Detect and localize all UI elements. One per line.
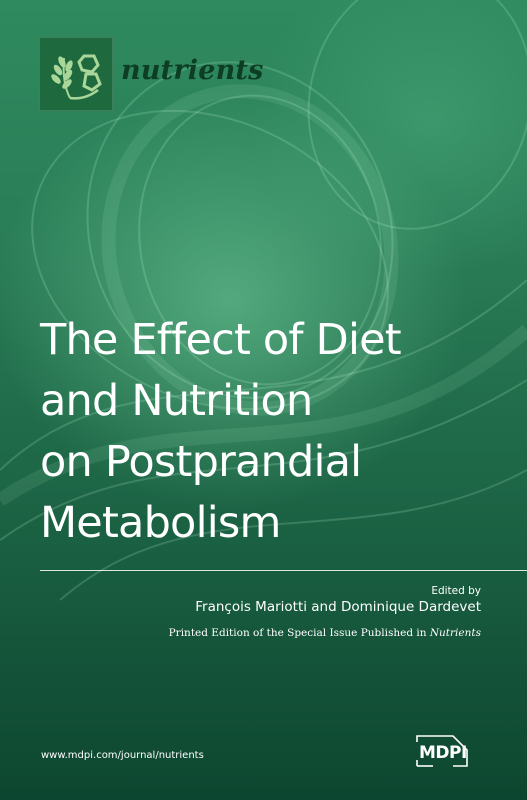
- title-line: The Effect of Diet: [40, 315, 402, 365]
- journal-website: www.mdpi.com/journal/nutrients: [41, 750, 204, 761]
- wheat-molecule-logo-icon: [51, 54, 102, 100]
- book-title: The Effect of Diet and Nutrition on Post…: [40, 310, 510, 554]
- printed-edition-prefix: Printed Edition of the Special Issue Pub…: [168, 627, 427, 639]
- editors-names: François Mariotti and Dominique Dardevet: [195, 599, 481, 615]
- mdpi-logo-icon: [416, 735, 468, 767]
- divider-line: [40, 570, 527, 571]
- printed-edition-note: Printed Edition of the Special Issue Pub…: [169, 627, 481, 639]
- printed-edition-journal: Nutrients: [429, 627, 481, 639]
- journal-name: nutrients: [121, 55, 264, 86]
- title-line: on Postprandial: [40, 437, 362, 487]
- journal-logo: [39, 37, 113, 111]
- title-line: Metabolism: [40, 498, 281, 548]
- edited-by-label: Edited by: [431, 585, 481, 597]
- title-line: and Nutrition: [40, 376, 313, 426]
- publisher-name: MDPI: [419, 743, 467, 763]
